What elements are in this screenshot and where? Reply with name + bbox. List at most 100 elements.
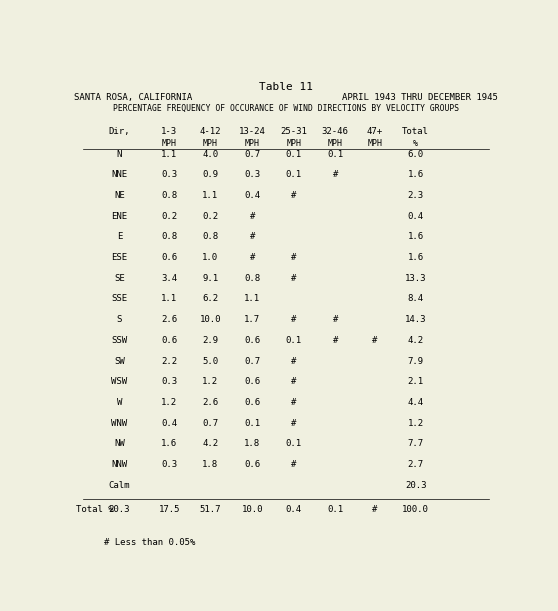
Text: 0.1: 0.1 <box>327 150 343 158</box>
Text: 0.7: 0.7 <box>244 357 260 365</box>
Text: APRIL 1943 THRU DECEMBER 1945: APRIL 1943 THRU DECEMBER 1945 <box>342 93 498 102</box>
Text: 0.4: 0.4 <box>286 505 302 514</box>
Text: #: # <box>249 232 255 241</box>
Text: SSE: SSE <box>112 295 128 304</box>
Text: 0.3: 0.3 <box>244 170 260 179</box>
Text: 2.6: 2.6 <box>161 315 177 324</box>
Text: 1.7: 1.7 <box>244 315 260 324</box>
Text: 3.4: 3.4 <box>161 274 177 283</box>
Text: 0.1: 0.1 <box>244 419 260 428</box>
Text: PERCENTAGE FREQUENCY OF OCCURANCE OF WIND DIRECTIONS BY VELOCITY GROUPS: PERCENTAGE FREQUENCY OF OCCURANCE OF WIN… <box>113 104 459 114</box>
Text: 10.0: 10.0 <box>242 505 263 514</box>
Text: 0.3: 0.3 <box>161 460 177 469</box>
Text: 0.4: 0.4 <box>244 191 260 200</box>
Text: 6.0: 6.0 <box>408 150 424 158</box>
Text: #: # <box>333 336 338 345</box>
Text: 1.8: 1.8 <box>244 439 260 448</box>
Text: 2.7: 2.7 <box>408 460 424 469</box>
Text: 13.3: 13.3 <box>405 274 426 283</box>
Text: 32-46: 32-46 <box>322 128 349 136</box>
Text: #: # <box>291 419 296 428</box>
Text: 1.0: 1.0 <box>202 253 218 262</box>
Text: 2.1: 2.1 <box>408 377 424 386</box>
Text: 1.1: 1.1 <box>244 295 260 304</box>
Text: MPH: MPH <box>203 139 218 148</box>
Text: MPH: MPH <box>328 139 343 148</box>
Text: WSW: WSW <box>112 377 128 386</box>
Text: 0.1: 0.1 <box>286 336 302 345</box>
Text: 1-3: 1-3 <box>161 128 177 136</box>
Text: Table 11: Table 11 <box>259 82 313 92</box>
Text: 2.2: 2.2 <box>161 357 177 365</box>
Text: ESE: ESE <box>112 253 128 262</box>
Text: MPH: MPH <box>162 139 177 148</box>
Text: 1.8: 1.8 <box>202 460 218 469</box>
Text: WNW: WNW <box>112 419 128 428</box>
Text: 0.6: 0.6 <box>244 460 260 469</box>
Text: 0.9: 0.9 <box>202 170 218 179</box>
Text: 0.8: 0.8 <box>161 232 177 241</box>
Text: %: % <box>413 139 418 148</box>
Text: W: W <box>117 398 122 407</box>
Text: 1.2: 1.2 <box>202 377 218 386</box>
Text: SW: SW <box>114 357 125 365</box>
Text: Dir,: Dir, <box>109 128 130 136</box>
Text: 0.6: 0.6 <box>244 336 260 345</box>
Text: 0.6: 0.6 <box>244 398 260 407</box>
Text: 1.1: 1.1 <box>161 150 177 158</box>
Text: 5.0: 5.0 <box>202 357 218 365</box>
Text: 4.2: 4.2 <box>408 336 424 345</box>
Text: 0.3: 0.3 <box>161 377 177 386</box>
Text: 14.3: 14.3 <box>405 315 426 324</box>
Text: NE: NE <box>114 191 125 200</box>
Text: #: # <box>291 398 296 407</box>
Text: 20.3: 20.3 <box>109 505 130 514</box>
Text: 2.9: 2.9 <box>202 336 218 345</box>
Text: 1.2: 1.2 <box>408 419 424 428</box>
Text: 47+: 47+ <box>367 128 383 136</box>
Text: 4.2: 4.2 <box>202 439 218 448</box>
Text: 0.1: 0.1 <box>286 170 302 179</box>
Text: 9.1: 9.1 <box>202 274 218 283</box>
Text: #: # <box>372 336 377 345</box>
Text: 1.1: 1.1 <box>161 295 177 304</box>
Text: 1.1: 1.1 <box>202 191 218 200</box>
Text: 0.7: 0.7 <box>202 419 218 428</box>
Text: S: S <box>117 315 122 324</box>
Text: #: # <box>249 211 255 221</box>
Text: 0.7: 0.7 <box>244 150 260 158</box>
Text: NNW: NNW <box>112 460 128 469</box>
Text: 8.4: 8.4 <box>408 295 424 304</box>
Text: Total: Total <box>402 128 429 136</box>
Text: #: # <box>333 315 338 324</box>
Text: 2.6: 2.6 <box>202 398 218 407</box>
Text: 25-31: 25-31 <box>280 128 307 136</box>
Text: 0.4: 0.4 <box>161 419 177 428</box>
Text: 0.1: 0.1 <box>327 505 343 514</box>
Text: 4.0: 4.0 <box>202 150 218 158</box>
Text: 0.1: 0.1 <box>286 150 302 158</box>
Text: 20.3: 20.3 <box>405 481 426 490</box>
Text: #: # <box>291 191 296 200</box>
Text: SANTA ROSA, CALIFORNIA: SANTA ROSA, CALIFORNIA <box>74 93 193 102</box>
Text: 4.4: 4.4 <box>408 398 424 407</box>
Text: MPH: MPH <box>286 139 301 148</box>
Text: # Less than 0.05%: # Less than 0.05% <box>104 538 196 547</box>
Text: 0.8: 0.8 <box>202 232 218 241</box>
Text: 0.4: 0.4 <box>408 211 424 221</box>
Text: N: N <box>117 150 122 158</box>
Text: Calm: Calm <box>109 481 130 490</box>
Text: #: # <box>372 505 377 514</box>
Text: #: # <box>249 253 255 262</box>
Text: 0.8: 0.8 <box>244 274 260 283</box>
Text: 1.2: 1.2 <box>161 398 177 407</box>
Text: 0.6: 0.6 <box>161 253 177 262</box>
Text: 1.6: 1.6 <box>161 439 177 448</box>
Text: SSW: SSW <box>112 336 128 345</box>
Text: 0.1: 0.1 <box>286 439 302 448</box>
Text: #: # <box>333 170 338 179</box>
Text: 6.2: 6.2 <box>202 295 218 304</box>
Text: 51.7: 51.7 <box>200 505 221 514</box>
Text: 0.2: 0.2 <box>161 211 177 221</box>
Text: 1.6: 1.6 <box>408 232 424 241</box>
